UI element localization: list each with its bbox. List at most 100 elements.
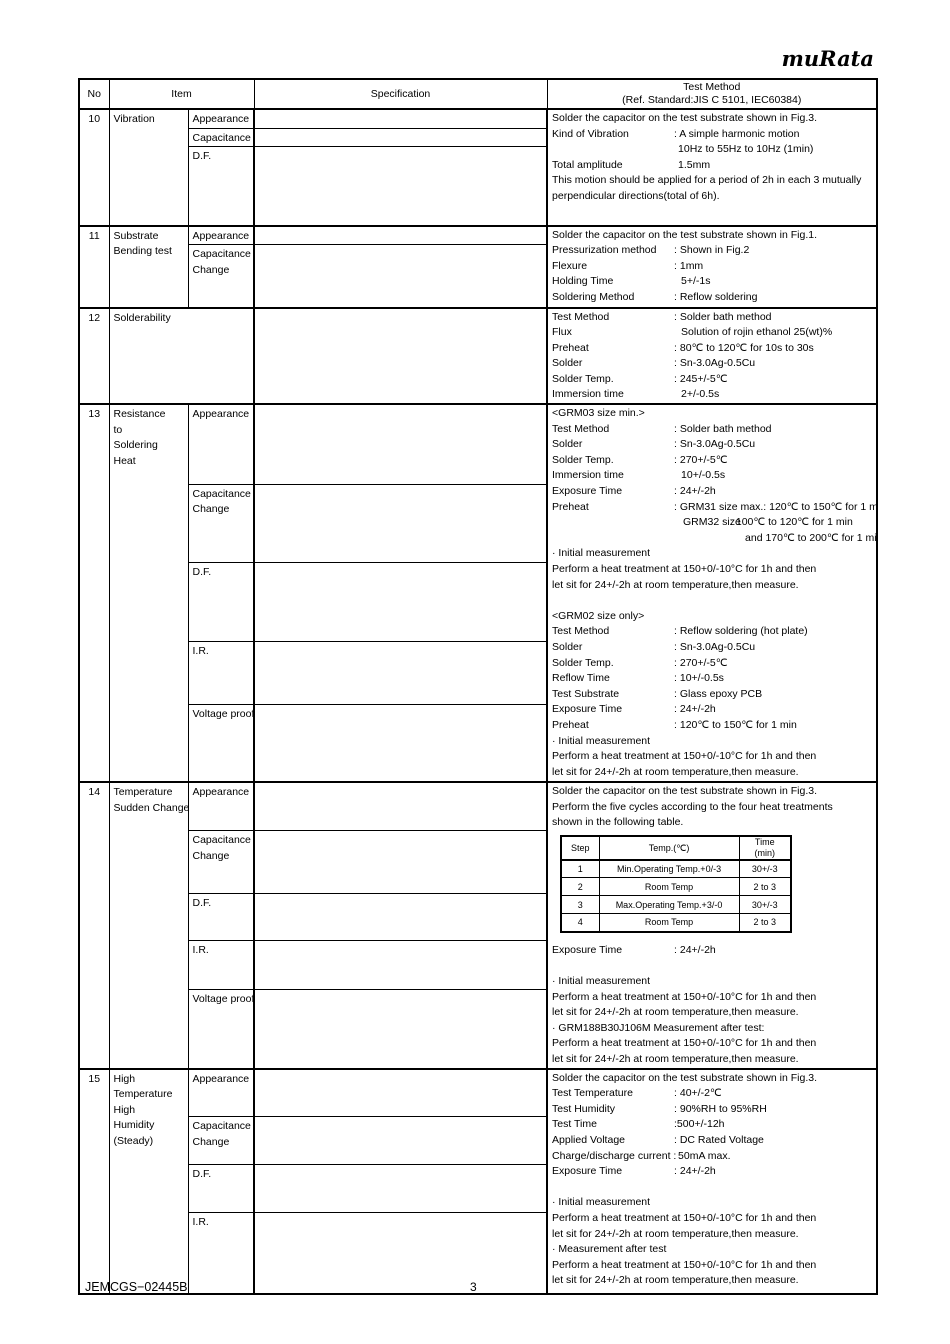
specification-cell	[253, 127, 548, 147]
test-method-line-text: perpendicular directions(total of 6h).	[552, 189, 720, 202]
test-method-line: Preheat: 120℃ to 150℃ for 1 min	[549, 718, 876, 734]
test-method-line-text: Test Time	[552, 1118, 597, 1131]
test-method-line-text: : Shown in Fig.2	[674, 244, 750, 257]
test-method-line: Perform a heat treatment at 150+0/-10°C …	[549, 749, 876, 765]
sub-item-line: D.F.	[189, 565, 253, 581]
test-method-line-text: : 270+/-5℃	[674, 656, 728, 669]
cycle-cell: Max.Operating Temp.+3/-0	[598, 895, 740, 915]
sub-item-label: Voltage proof	[187, 988, 255, 1070]
row-number: 11	[78, 224, 110, 308]
test-method-line: Test Method: Solder bath method	[549, 422, 876, 438]
sub-item-line-text: Voltage proof	[192, 707, 255, 720]
sub-item-line: Voltage proof	[189, 707, 254, 723]
test-method-line: shown in the following table.	[549, 815, 876, 831]
test-method-line: Exposure Time: 24+/-2h	[549, 943, 876, 959]
test-method-line-text: Solder the capacitor on the test substra…	[552, 228, 817, 241]
test-method-line-text: : 270+/-5℃	[674, 453, 728, 466]
test-method-line-text: Solder the capacitor on the test substra…	[552, 785, 817, 798]
table-row: 15 High Temperature High Humidity (Steady) App…	[78, 1067, 878, 1295]
item-name-line-text: Resistance	[113, 408, 166, 421]
test-method-line: <GRM02 size only>	[549, 609, 876, 625]
test-method-line-text: · Initial measurement	[552, 1196, 651, 1209]
sub-item-line: Capacitance	[189, 833, 253, 849]
test-method-line-text: Flux	[552, 326, 572, 339]
test-method-line-text: : 24+/-2h	[674, 703, 716, 716]
test-method-cell: Test Method: Solder bath method Flux Solut…	[546, 306, 878, 405]
item-name-line: Temperature	[110, 1087, 187, 1103]
test-method-line-text: GRM32 size	[683, 516, 741, 529]
test-method-line-text: Perform a heat treatment at 150+0/-10°C …	[552, 750, 817, 763]
sub-item-line-text: D.F.	[192, 150, 212, 162]
test-method-line-text: Test Method	[552, 310, 610, 323]
table-row: 11 Substrate Bending test Appearance Solder …	[78, 224, 878, 308]
test-method-line: Solder : Sn-3.0Ag-0.5Cu	[549, 437, 876, 453]
item-name-line: Solderability	[110, 311, 253, 327]
sub-item-line-text: Change	[192, 1135, 230, 1148]
test-method-line-text: let sit for 24+/-2h at room temperature,…	[552, 765, 799, 778]
specification-cell	[253, 244, 548, 308]
specification-line	[256, 564, 546, 580]
sub-item-line: Change	[189, 849, 253, 865]
test-method-line-text: :500+/-12h	[674, 1118, 725, 1131]
specification-line	[256, 310, 546, 326]
sub-item-label: Capacitance Change	[187, 483, 255, 563]
test-method-line-text: Total amplitude	[552, 158, 623, 171]
test-method-line-text: Preheat	[552, 718, 589, 731]
header-specification: Specification	[253, 78, 548, 110]
test-method-line-text: Solder the capacitor on the test substra…	[552, 1071, 817, 1084]
specification-cell	[253, 1212, 548, 1295]
table-row: Capacitance Change	[79, 1116, 877, 1166]
test-method-line-text: 10Hz to 55Hz to 10Hz (1min)	[678, 143, 814, 156]
sub-item-line: Change	[189, 1135, 253, 1151]
specification-cell	[253, 940, 548, 990]
test-method-cell: <GRM03 size min.> Test Method: Solder bat…	[546, 403, 878, 783]
test-method-line-text: : 100℃ to 120℃ for 1 min	[730, 516, 853, 529]
item-name-line: Humidity	[110, 1118, 187, 1134]
test-method-line: Solder the capacitor on the test substra…	[549, 784, 876, 800]
table-row: Capacitance Change	[79, 483, 877, 563]
item-name-line-text: Solderability	[113, 311, 171, 324]
specification-line	[256, 130, 546, 146]
test-method-line-text: Kind of Vibration	[552, 127, 629, 140]
specification-cell	[253, 781, 548, 832]
test-method-line-text: Solder Temp.	[552, 372, 614, 385]
test-method-line: Flexure: 1mm	[549, 259, 876, 275]
test-method-line-text: let sit for 24+/-2h at room temperature,…	[552, 1274, 799, 1287]
specification-line	[256, 486, 546, 502]
test-method-line-text: Reflow Time	[552, 672, 610, 685]
cycle-header-text: (min)	[754, 847, 776, 858]
item-name-line: High	[110, 1072, 187, 1088]
test-method-line-text: 2+/-0.5s	[681, 388, 720, 401]
specification-line	[256, 406, 546, 422]
test-method-line-text: Solder Temp.	[552, 453, 614, 466]
test-method-line: Solder Temp. : 270+/-5℃	[549, 453, 876, 469]
footer-document-number: JEMCGS−02445B	[85, 1280, 188, 1294]
test-method-line: · GRM188B30J106M Measurement after test:	[549, 1021, 876, 1037]
test-method-line-text: Preheat	[552, 341, 589, 354]
table-row: 10 Vibration Appearance Solder the capacito…	[78, 108, 878, 226]
specification-line	[256, 848, 546, 864]
test-method-line-text: · Initial measurement	[552, 734, 651, 747]
test-method-line: Perform the five cycles according to the…	[549, 800, 876, 816]
test-method-line-text: 50mA max.	[678, 1149, 731, 1162]
item-name-line-text: Substrate	[113, 229, 159, 242]
item-name: Solderability	[108, 306, 255, 405]
test-method-line-text: Pressurization method	[552, 244, 657, 257]
cycle-header-cell: Temp.(℃)	[598, 835, 740, 861]
test-method-line-text: : A simple harmonic motion	[674, 127, 800, 140]
specification-cell	[253, 108, 548, 129]
specification-cell	[253, 146, 548, 226]
sub-item-line-text: I.R.	[192, 944, 209, 957]
test-method-line-text: Solder	[552, 438, 583, 451]
test-method-line-text: Immersion time	[552, 388, 624, 401]
cycle-cell: 30+/-3	[738, 895, 792, 915]
sub-item-line-text: Capacitance	[192, 131, 251, 144]
test-method-line-text: : Sn-3.0Ag-0.5Cu	[674, 438, 756, 451]
table-row: D.F.	[79, 1164, 877, 1214]
test-method-line-text: shown in the following table.	[552, 816, 684, 829]
sub-item-label: Appearance	[187, 108, 255, 129]
specification-line	[256, 111, 546, 127]
cycle-cell: Room Temp	[598, 877, 740, 897]
test-method-line: Kind of Vibration : A simple harmonic mot…	[549, 127, 876, 143]
sub-item-line-text: Appearance	[192, 408, 250, 421]
